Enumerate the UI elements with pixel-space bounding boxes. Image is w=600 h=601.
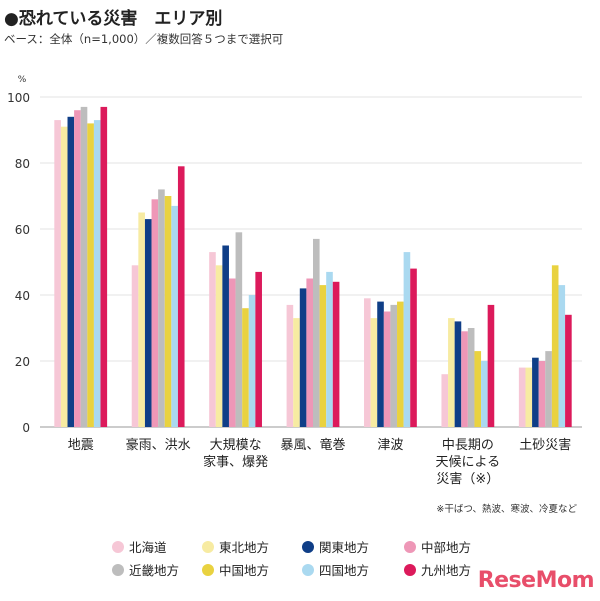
bar (538, 361, 546, 427)
bar (390, 304, 398, 427)
legend-label: 関東地方 (319, 540, 369, 555)
bar (87, 123, 94, 428)
bar (100, 106, 108, 428)
legend-marker (404, 541, 416, 553)
bar (383, 311, 391, 427)
bar (364, 298, 371, 427)
legend-label: 四国地方 (319, 563, 369, 578)
y-axis: 0 20 40 60 80 100% (7, 75, 30, 435)
bar (332, 281, 340, 427)
x-tick-label: 地震 (68, 438, 94, 453)
bar (474, 351, 482, 427)
legend-marker (112, 541, 124, 553)
bar (67, 116, 75, 428)
bar (545, 351, 552, 427)
bar (74, 110, 81, 427)
bar (397, 301, 404, 427)
bar (171, 205, 178, 427)
legend-label: 近畿地方 (129, 563, 179, 578)
bar (306, 278, 313, 427)
x-tick-label: 大規模な (210, 438, 262, 453)
chart-subtitle: ベース：全体（n=1,000）／複数回答５つまで選択可 (4, 32, 284, 46)
bar (131, 265, 139, 427)
legend-marker (404, 564, 416, 576)
x-tick-label: 家事、爆発 (203, 454, 268, 470)
legend-marker (202, 564, 214, 576)
bar (448, 318, 455, 427)
bar (255, 271, 262, 427)
legend-marker (112, 564, 124, 576)
x-tick-label: 災害（※） (436, 471, 499, 487)
bar (222, 245, 229, 427)
x-tick-label: 中長期の (442, 438, 494, 453)
x-tick-label: 豪雨、洪水 (126, 437, 191, 453)
bar (487, 304, 495, 427)
bar (441, 374, 449, 427)
x-tick-label: 暴風、竜巻 (280, 438, 345, 453)
footnote: ※干ばつ、熱波、寒波、冷夏など (436, 503, 577, 515)
bar (215, 265, 223, 427)
bar (164, 196, 172, 427)
legend-label: 中国地方 (219, 563, 269, 578)
bar (370, 318, 378, 427)
bar (235, 232, 243, 427)
bar (286, 304, 294, 427)
bar (410, 268, 417, 427)
legend-marker (302, 541, 314, 553)
y-tick-label: 20 (15, 355, 30, 369)
bar (228, 278, 236, 427)
legend-marker (302, 564, 314, 576)
bar (209, 252, 216, 427)
resemom-logo: ReseMom (477, 568, 595, 593)
legend-marker (202, 541, 214, 553)
x-tick-label: 天候による (436, 455, 501, 470)
bar (242, 308, 249, 427)
bar (525, 367, 533, 427)
legend-label: 東北地方 (219, 540, 269, 555)
y-tick-label: 100 (7, 91, 30, 105)
bar (158, 189, 165, 427)
bar (467, 328, 475, 427)
bar (151, 199, 159, 427)
bar (293, 318, 300, 427)
bar (80, 106, 88, 428)
bar (319, 285, 327, 427)
bar (299, 288, 307, 427)
bar (177, 166, 185, 428)
y-axis-unit: % (18, 75, 27, 85)
bar (144, 219, 152, 427)
bar (93, 120, 101, 427)
y-tick-label: 40 (15, 289, 30, 303)
legend-label: 北海道 (129, 540, 167, 555)
bar (403, 252, 411, 427)
bar (313, 238, 320, 427)
bars (54, 106, 572, 428)
y-tick-label: 60 (15, 223, 30, 237)
legend-label: 九州地方 (421, 563, 471, 578)
chart-title: ●恐れている災害 エリア別 (4, 9, 223, 29)
x-tick-label: 津波 (377, 438, 403, 453)
bar (326, 271, 333, 427)
x-tick-label: 土砂災害 (519, 437, 571, 453)
bar (518, 367, 526, 427)
bar (532, 357, 539, 427)
bar (60, 126, 68, 427)
bar (565, 314, 572, 427)
legend-label: 中部地方 (421, 540, 471, 555)
bar (481, 361, 488, 427)
bar (551, 265, 559, 427)
bar (138, 212, 145, 427)
bar (454, 321, 462, 427)
bar (558, 285, 566, 427)
bar (248, 295, 256, 427)
y-tick-label: 80 (15, 157, 30, 171)
y-tick-label: 0 (22, 421, 30, 435)
bar (461, 331, 468, 427)
bar (377, 301, 384, 427)
bar (54, 120, 61, 427)
